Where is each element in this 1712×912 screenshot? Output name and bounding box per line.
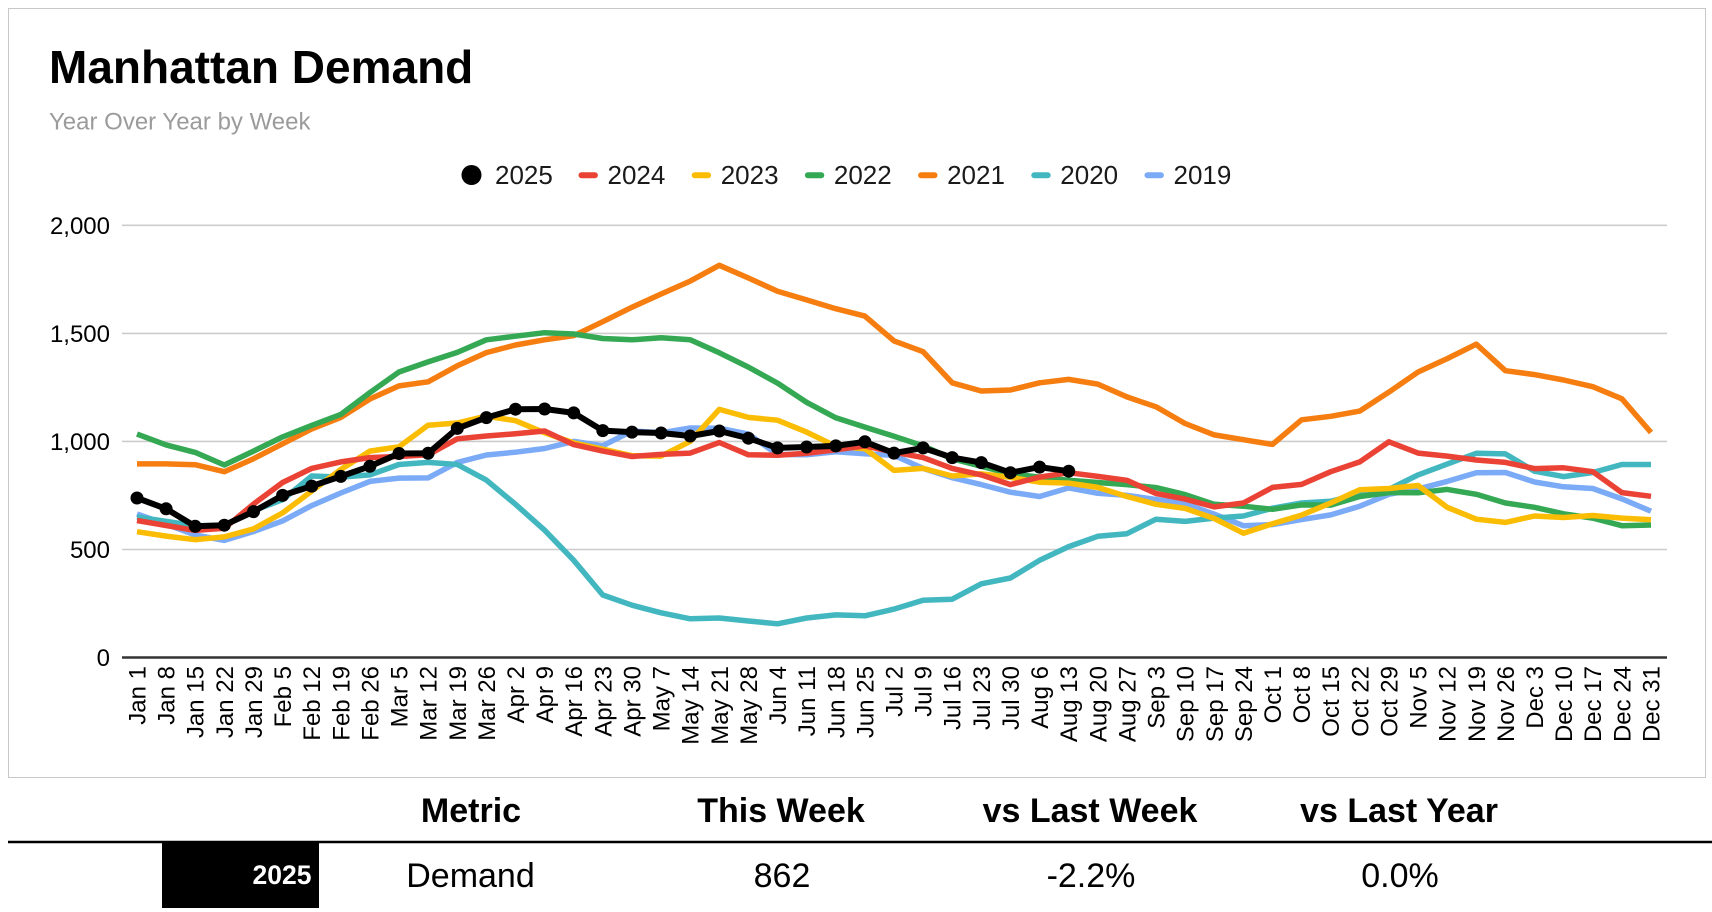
svg-text:Jan 22: Jan 22 [212,666,239,738]
svg-text:Jun 18: Jun 18 [823,666,850,738]
svg-text:Oct 15: Oct 15 [1318,666,1345,737]
svg-text:Mar 12: Mar 12 [416,666,443,741]
svg-text:500: 500 [70,537,110,564]
svg-text:0.0%: 0.0% [1361,857,1439,895]
svg-text:This Week: This Week [697,792,865,830]
svg-text:Jul 2: Jul 2 [882,666,909,717]
svg-text:Apr 23: Apr 23 [590,666,617,737]
svg-text:Dec 24: Dec 24 [1609,666,1636,742]
svg-text:Apr 2: Apr 2 [503,666,530,723]
svg-text:Mar 5: Mar 5 [387,666,414,727]
svg-text:Jun 25: Jun 25 [852,666,879,738]
svg-text:Mar 19: Mar 19 [445,666,472,741]
svg-text:vs Last Year: vs Last Year [1300,792,1498,830]
svg-text:Oct 29: Oct 29 [1376,666,1403,737]
svg-text:Feb 26: Feb 26 [357,666,384,741]
svg-text:2025: 2025 [253,860,312,890]
svg-text:Jul 23: Jul 23 [969,666,996,730]
svg-text:Demand: Demand [406,857,535,895]
svg-text:Sep 24: Sep 24 [1231,666,1258,742]
svg-text:Jan 8: Jan 8 [154,666,181,725]
svg-text:2021: 2021 [947,160,1005,190]
svg-text:2022: 2022 [834,160,892,190]
svg-text:Oct 1: Oct 1 [1260,666,1287,723]
svg-text:Feb 12: Feb 12 [299,666,326,741]
svg-text:Jun 4: Jun 4 [765,666,792,725]
svg-text:Dec 31: Dec 31 [1639,666,1666,742]
svg-text:2024: 2024 [608,160,666,190]
svg-text:Nov 12: Nov 12 [1435,666,1462,742]
svg-text:May 28: May 28 [736,666,763,745]
svg-text:Dec 10: Dec 10 [1551,666,1578,742]
svg-text:Metric: Metric [421,792,521,830]
svg-text:0: 0 [97,645,110,672]
svg-text:862: 862 [754,857,811,895]
svg-text:Oct 8: Oct 8 [1289,666,1316,723]
svg-text:Jul 9: Jul 9 [911,666,938,717]
svg-text:Aug 27: Aug 27 [1114,666,1141,742]
svg-text:Mar 26: Mar 26 [474,666,501,741]
svg-text:Apr 9: Apr 9 [532,666,559,723]
svg-text:Dec 3: Dec 3 [1522,666,1549,729]
svg-text:Jul 30: Jul 30 [998,666,1025,730]
svg-text:-2.2%: -2.2% [1047,857,1136,895]
svg-text:May 21: May 21 [707,666,734,745]
svg-text:Apr 30: Apr 30 [620,666,647,737]
svg-text:Manhattan Demand: Manhattan Demand [49,41,473,93]
svg-text:Sep 10: Sep 10 [1173,666,1200,742]
svg-text:Sep 17: Sep 17 [1202,666,1229,742]
svg-text:Year Over Year by Week: Year Over Year by Week [49,109,311,136]
svg-text:Nov 5: Nov 5 [1406,666,1433,729]
svg-text:Jan 15: Jan 15 [183,666,210,738]
svg-text:1,500: 1,500 [50,321,110,348]
svg-text:Nov 26: Nov 26 [1493,666,1520,742]
svg-text:1,000: 1,000 [50,429,110,456]
svg-text:May 14: May 14 [678,666,705,745]
svg-text:Aug 20: Aug 20 [1085,666,1112,742]
svg-text:Jun 11: Jun 11 [794,666,821,736]
svg-text:2,000: 2,000 [50,213,110,240]
svg-text:2019: 2019 [1174,160,1232,190]
svg-text:Apr 16: Apr 16 [561,666,588,737]
svg-text:Dec 17: Dec 17 [1580,666,1607,742]
svg-text:May 7: May 7 [649,666,676,731]
svg-text:Jan 1: Jan 1 [125,666,152,725]
svg-text:Oct 22: Oct 22 [1347,666,1374,737]
svg-text:Jul 16: Jul 16 [940,666,967,730]
svg-text:Feb 5: Feb 5 [270,666,297,727]
svg-text:2025: 2025 [495,160,553,190]
svg-text:Jan 29: Jan 29 [241,666,268,738]
svg-text:2020: 2020 [1060,160,1118,190]
svg-text:Sep 3: Sep 3 [1144,666,1171,729]
svg-text:Feb 19: Feb 19 [328,666,355,741]
svg-text:2023: 2023 [721,160,779,190]
svg-text:Nov 19: Nov 19 [1464,666,1491,742]
svg-text:vs Last Week: vs Last Week [983,792,1198,830]
svg-text:Aug 13: Aug 13 [1056,666,1083,742]
svg-text:Aug 6: Aug 6 [1027,666,1054,729]
